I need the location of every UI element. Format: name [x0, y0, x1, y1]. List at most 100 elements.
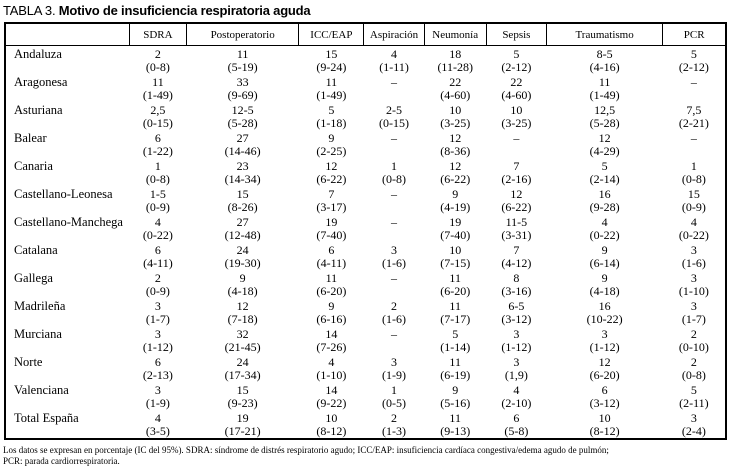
data-cell: 5 (1-18) [299, 102, 364, 130]
cell-confidence-interval: (9-23) [227, 396, 258, 410]
cell-value: 6 [328, 243, 335, 257]
table-title: TABLA 3. Motivo de insuficiencia respira… [0, 0, 731, 18]
cell-confidence-interval: (8-12) [589, 424, 620, 438]
cell-value: 7,5 [686, 103, 702, 117]
cell-confidence-interval: (4-18) [589, 284, 620, 298]
cell-value: 7 [328, 187, 335, 201]
column-header-region [5, 22, 130, 46]
cell-value: – [690, 131, 697, 145]
cell-value: 23 [236, 159, 249, 173]
data-cell: 19 (17-21) [187, 410, 299, 439]
cell-value: 2 [154, 271, 161, 285]
cell-value: 19 [236, 411, 249, 425]
data-cell: 11-5 (3-31) [486, 214, 546, 242]
data-table: SDRA Postoperatorio ICC/EAP Aspiración Neumo… [4, 22, 727, 440]
table-row: Norte 6 (2-13) 24 (17-34) 4 (1-10) 3 (1-9) 11 (6-1… [5, 354, 726, 382]
data-cell: – [364, 130, 424, 158]
data-cell: 11 (5-19) [187, 46, 299, 75]
region-label: Valenciana [14, 383, 69, 397]
cell-confidence-interval: (14-34) [224, 172, 261, 186]
cell-confidence-interval: (7-40) [440, 228, 471, 242]
data-cell: 11 (1-49) [129, 74, 186, 102]
data-cell: 11 (6-19) [424, 354, 486, 382]
cell-confidence-interval: (3-25) [501, 116, 532, 130]
cell-value: 12 [510, 187, 523, 201]
cell-confidence-interval: (2-25) [316, 144, 347, 158]
cell-value: 3 [391, 355, 398, 369]
data-cell: 2 (1-3) [364, 410, 424, 439]
cell-value: 7 [513, 243, 520, 257]
footnote-line-2: PCR: parada cardiorrespiratoria. [3, 455, 120, 466]
cell-confidence-interval: (2-12) [678, 60, 709, 74]
data-cell: 3 (1-6) [364, 242, 424, 270]
cell-value: 6 [513, 411, 520, 425]
data-cell: 11 (9-13) [424, 410, 486, 439]
column-header: SDRA [128, 22, 188, 46]
data-cell: 3 (1-10) [663, 270, 726, 298]
data-cell: 2-5 (0-15) [364, 102, 424, 130]
cell-value: 11 [598, 75, 611, 89]
cell-value: 10 [510, 103, 523, 117]
data-cell: 3 (1-9) [364, 354, 424, 382]
cell-confidence-interval: (1-6) [382, 312, 407, 326]
data-cell: 12-5 (5-28) [187, 102, 299, 130]
data-cell: 14 (9-22) [299, 382, 364, 410]
cell-value: 14 [325, 327, 338, 341]
cell-confidence-interval: (4-11) [143, 256, 173, 270]
cell-confidence-interval: (1-10) [316, 368, 347, 382]
cell-confidence-interval: (4-60) [440, 88, 471, 102]
cell-confidence-interval: (1-22) [142, 144, 173, 158]
data-cell: 6 (4-11) [299, 242, 364, 270]
cell-confidence-interval: (0-8) [681, 368, 706, 382]
data-cell: 10 (3-25) [486, 102, 546, 130]
cell-value: 3 [601, 327, 608, 341]
cell-value: 11 [325, 271, 338, 285]
cell-value: – [391, 327, 398, 341]
table-row: Castellano-Manchega 4 (0-22) 27 (12-48) 19 (7-… [5, 214, 726, 242]
cell-value: 5 [328, 103, 335, 117]
data-cell: – [364, 270, 424, 298]
cell-confidence-interval: (1-9) [145, 396, 170, 410]
column-header: Sepsis [485, 22, 547, 46]
cell-value: 11 [449, 411, 461, 425]
region-label: Catalana [14, 243, 58, 257]
data-cell: 1-5 (0-9) [129, 186, 186, 214]
cell-value: 14 [325, 383, 338, 397]
data-cell: 7,5 (2-21) [663, 102, 726, 130]
cell-confidence-interval: (1-9) [382, 368, 407, 382]
cell-confidence-interval: (3-5) [145, 424, 170, 438]
data-cell: 12 (6-22) [299, 158, 364, 186]
cell-value: 10 [449, 243, 462, 257]
cell-value: 16 [598, 299, 611, 313]
data-cell: – [364, 214, 424, 242]
data-cell: 6 (4-11) [129, 242, 186, 270]
table-row: Total España 4 (3-5) 19 (17-21) 10 (8-12) 2 (1-3… [5, 410, 726, 439]
cell-confidence-interval: (7-26) [316, 340, 347, 354]
cell-value: 12,5 [594, 103, 616, 117]
data-cell: 10 (8-12) [299, 410, 364, 439]
table-title-main: Motivo de insuficiencia respiratoria agu… [58, 3, 311, 18]
cell-value: 12 [325, 159, 338, 173]
data-cell: 10 (7-15) [424, 242, 486, 270]
cell-confidence-interval: (2-13) [142, 368, 173, 382]
cell-confidence-interval: (0-22) [589, 228, 620, 242]
table-row: Aragonesa 11 (1-49) 33 (9-69) 11 (1-49) –22 (4-6… [5, 74, 726, 102]
cell-confidence-interval: (1-6) [382, 256, 407, 270]
data-cell: 5 (2-11) [663, 382, 726, 410]
cell-confidence-interval: (7-17) [440, 312, 471, 326]
cell-value: 5 [690, 47, 697, 61]
cell-confidence-interval: (4-11) [316, 256, 347, 270]
data-cell: – [663, 74, 726, 102]
table-row: Canaria 1 (0-8) 23 (14-34) 12 (6-22) 1 (0-8) 12 (6… [5, 158, 726, 186]
data-cell: 6 (3-12) [546, 382, 662, 410]
cell-value: 3 [513, 327, 520, 341]
column-header: Aspiración [363, 22, 425, 46]
data-cell: – [486, 130, 546, 158]
data-cell: – [364, 74, 424, 102]
cell-value: – [513, 131, 520, 145]
cell-value: 16 [598, 187, 611, 201]
data-cell: 9 (6-16) [299, 298, 364, 326]
data-cell: 3 (1-7) [663, 298, 726, 326]
cell-value: 12 [449, 159, 462, 173]
data-cell: 8 (3-16) [486, 270, 546, 298]
